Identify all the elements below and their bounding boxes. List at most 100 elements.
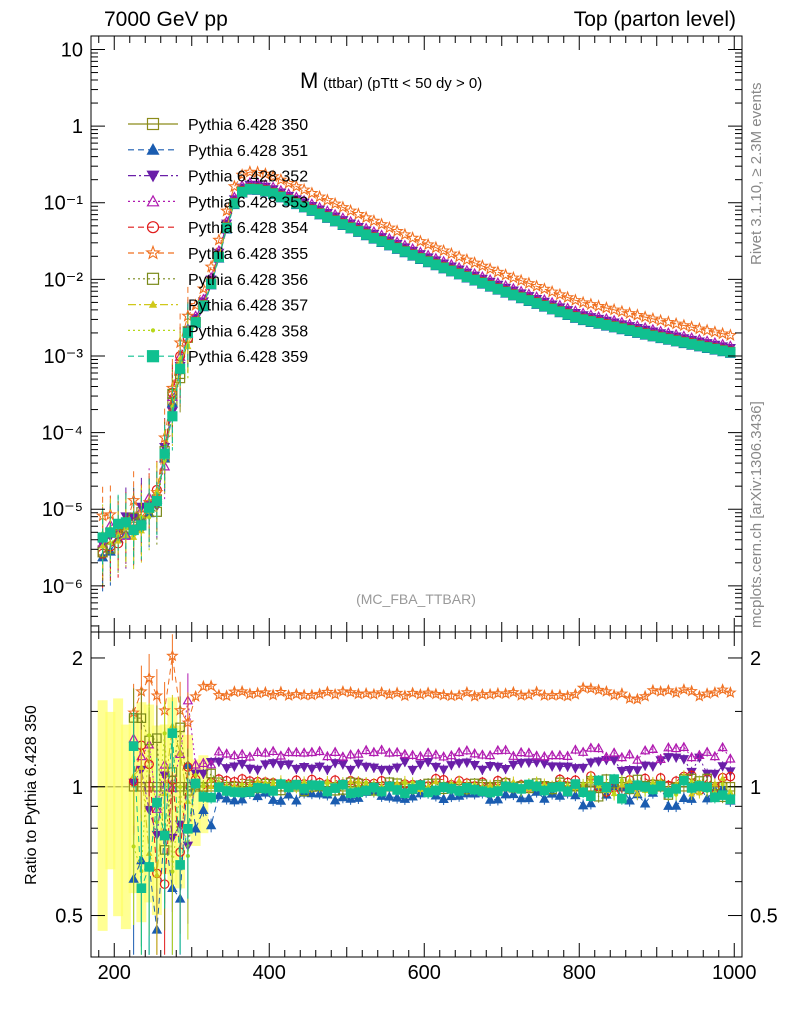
- series-marker: [289, 179, 304, 193]
- ratio-marker: [588, 779, 593, 784]
- series-marker: [235, 168, 249, 181]
- ratio-marker: [725, 771, 736, 782]
- series-marker: [305, 186, 319, 199]
- ratio-marker: [274, 685, 288, 698]
- ratio-marker: [421, 686, 435, 699]
- ratio-marker: [260, 760, 271, 770]
- ratio-marker: [415, 780, 426, 790]
- ratio-marker: [437, 688, 450, 701]
- ratio-marker: [717, 741, 728, 752]
- ratio-line-5: [133, 655, 731, 724]
- ratio-marker: [523, 758, 535, 768]
- ratio-marker: [601, 751, 612, 761]
- series-marker: [343, 203, 358, 217]
- ratio-marker: [221, 786, 232, 796]
- ratio-marker: [235, 684, 249, 697]
- ratio-marker: [612, 792, 617, 797]
- ratio-marker: [328, 687, 342, 700]
- ratio-marker: [399, 757, 411, 768]
- ratio-marker: [207, 782, 215, 789]
- series-marker: [684, 320, 699, 333]
- series-marker: [120, 517, 131, 528]
- ratio-marker: [546, 762, 558, 772]
- ratio-ylabel: Ratio to Pythia 6.428 350: [23, 705, 40, 885]
- ratio-marker: [669, 686, 683, 699]
- ratio-marker: [376, 786, 387, 797]
- legend-label: Pythia 6.428 350: [188, 117, 308, 134]
- legend-marker: [150, 328, 156, 333]
- ratio-marker: [204, 679, 218, 692]
- legend-marker: [146, 170, 160, 183]
- series-marker: [297, 182, 311, 196]
- ratio-marker: [624, 795, 635, 805]
- series-marker: [537, 282, 551, 295]
- ratio-marker: [166, 649, 179, 662]
- series-marker: [715, 326, 730, 340]
- ratio-marker: [670, 800, 682, 810]
- ratio-marker: [484, 794, 496, 804]
- legend-label: Pythia 6.428 357: [188, 298, 308, 315]
- ratio-marker: [325, 782, 330, 787]
- ratio-marker: [499, 687, 512, 700]
- ratio-marker: [717, 790, 728, 800]
- ratio-marker: [322, 786, 333, 797]
- ratio-marker: [469, 784, 480, 795]
- ratio-marker: [592, 683, 605, 696]
- ratio-marker: [508, 760, 519, 771]
- series-marker: [653, 313, 668, 327]
- ratio-marker: [446, 783, 457, 794]
- ratio-marker: [266, 688, 280, 701]
- ratio-marker: [152, 733, 162, 743]
- ratio-marker: [577, 746, 589, 756]
- series-marker: [661, 315, 676, 328]
- ratio-marker: [508, 750, 519, 760]
- ratio-marker: [260, 783, 271, 794]
- ratio-marker: [271, 780, 276, 785]
- series-marker: [221, 222, 232, 233]
- ratio-marker: [516, 784, 526, 794]
- ratio-marker: [422, 757, 434, 768]
- ratio-marker: [686, 783, 697, 793]
- ratio-marker: [398, 689, 412, 702]
- ratio-marker: [720, 782, 725, 787]
- ratio-marker: [336, 684, 350, 697]
- ratio-marker: [639, 744, 651, 755]
- ratio-marker: [507, 685, 520, 698]
- legend-label: Pythia 6.428 356: [188, 272, 308, 289]
- series-marker: [522, 276, 536, 290]
- series-line-7: [102, 187, 731, 547]
- ratio-marker: [708, 686, 722, 698]
- ratio-marker: [515, 758, 527, 769]
- legend-label: Pythia 6.428 351: [188, 143, 308, 160]
- legend-label: Pythia 6.428 359: [188, 349, 308, 366]
- ratio-marker: [198, 804, 209, 815]
- ratio-marker: [438, 782, 449, 793]
- series-marker: [444, 246, 459, 260]
- lower-ytick-label: 0.5: [55, 906, 83, 928]
- ratio-marker: [477, 786, 488, 796]
- series-marker: [700, 323, 714, 337]
- series-marker: [212, 233, 226, 246]
- ratio-marker: [209, 778, 214, 783]
- ratio-marker: [539, 750, 550, 761]
- ratio-marker: [500, 789, 511, 799]
- ratio-marker: [359, 686, 373, 699]
- ratio-marker: [283, 746, 294, 757]
- upper-ytick-label: 10⁻²: [44, 269, 84, 291]
- series-marker: [498, 267, 513, 281]
- legend-label: Pythia 6.428 355: [188, 246, 308, 263]
- ratio-marker: [623, 692, 636, 704]
- ratio-marker: [142, 671, 156, 684]
- ratio-marker: [500, 744, 511, 754]
- ratio-marker: [616, 766, 628, 777]
- ratio-marker: [213, 789, 225, 800]
- series-marker: [591, 299, 606, 312]
- ratio-marker: [360, 744, 372, 755]
- ratio-marker: [455, 777, 463, 784]
- series-marker: [560, 290, 575, 304]
- ratio-marker: [193, 773, 198, 778]
- ratio-marker: [508, 782, 519, 793]
- ratio-marker: [144, 862, 154, 872]
- ratio-marker: [220, 689, 233, 702]
